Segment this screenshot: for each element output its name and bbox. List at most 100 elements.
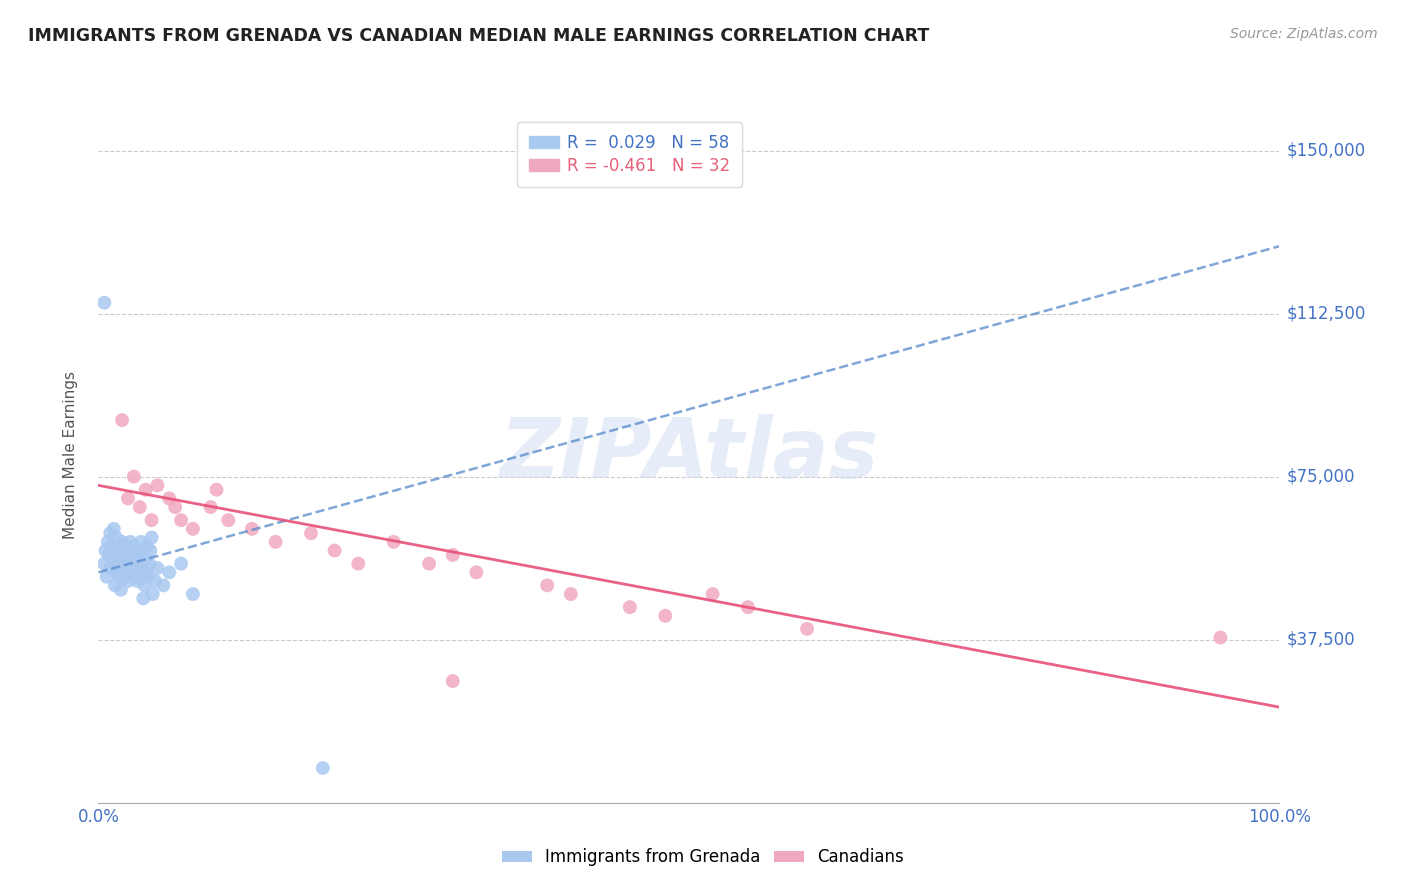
Point (122, 469, 145, 483)
Point (112, 570, 135, 584)
Text: $75,000: $75,000 (1286, 467, 1355, 485)
Point (146, 561, 169, 575)
Point (146, 478, 169, 492)
Point (97, 535, 120, 549)
Point (129, 535, 152, 549)
Point (105, 566, 128, 580)
Point (141, 513, 163, 527)
Point (103, 522, 125, 536)
Point (114, 557, 136, 571)
Point (143, 574, 166, 588)
Point (101, 552, 124, 566)
Text: $150,000: $150,000 (1286, 142, 1365, 160)
Point (465, 566, 488, 580)
Point (152, 578, 174, 592)
Point (142, 587, 165, 601)
Point (418, 557, 440, 571)
Point (112, 552, 135, 566)
Point (120, 535, 142, 549)
Point (121, 552, 143, 566)
Point (134, 578, 156, 592)
Point (240, 522, 263, 536)
Point (98, 561, 121, 575)
Point (170, 557, 193, 571)
Point (93, 295, 115, 310)
Point (138, 557, 160, 571)
Point (619, 600, 641, 615)
Point (347, 557, 370, 571)
Point (122, 570, 145, 584)
Point (127, 574, 149, 588)
Point (112, 539, 135, 553)
Point (117, 561, 139, 575)
Y-axis label: Median Male Earnings: Median Male Earnings (63, 371, 77, 539)
Point (98, 526, 121, 541)
Text: ZIPAtlas: ZIPAtlas (499, 415, 879, 495)
Point (135, 552, 157, 566)
Text: IMMIGRANTS FROM GRENADA VS CANADIAN MEDIAN MALE EARNINGS CORRELATION CHART: IMMIGRANTS FROM GRENADA VS CANADIAN MEDI… (28, 27, 929, 45)
Point (96, 570, 118, 584)
Point (382, 535, 405, 549)
Point (737, 600, 759, 615)
Point (264, 535, 287, 549)
Point (135, 483, 157, 497)
Point (796, 622, 818, 636)
Point (205, 483, 228, 497)
Text: $37,500: $37,500 (1286, 631, 1355, 648)
Point (441, 674, 464, 689)
Text: $112,500: $112,500 (1286, 304, 1365, 323)
Point (117, 574, 139, 588)
Point (117, 491, 139, 506)
Point (323, 543, 346, 558)
Point (105, 543, 128, 558)
Point (200, 500, 222, 514)
Point (110, 582, 132, 597)
Point (312, 761, 335, 775)
Point (111, 413, 134, 427)
Point (105, 531, 128, 545)
Legend: Immigrants from Grenada, Canadians: Immigrants from Grenada, Canadians (494, 840, 912, 875)
Point (121, 566, 143, 580)
Point (141, 531, 163, 545)
Point (98, 548, 121, 562)
Point (107, 557, 129, 571)
Point (217, 513, 239, 527)
Point (441, 548, 464, 562)
Point (125, 543, 148, 558)
Point (124, 557, 146, 571)
Point (118, 548, 141, 562)
Point (136, 570, 159, 584)
Point (157, 491, 180, 506)
Point (560, 587, 582, 601)
Point (115, 543, 138, 558)
Point (702, 587, 724, 601)
Point (181, 522, 204, 536)
Point (128, 548, 150, 562)
Point (108, 570, 131, 584)
Point (93, 557, 115, 571)
Point (128, 561, 150, 575)
Point (139, 543, 162, 558)
Point (654, 608, 676, 623)
Point (157, 566, 180, 580)
Point (170, 513, 193, 527)
Point (111, 548, 134, 562)
Point (135, 539, 157, 553)
Point (104, 578, 127, 592)
Point (181, 587, 204, 601)
Point (299, 526, 322, 541)
Point (111, 535, 134, 549)
Point (536, 578, 558, 592)
Point (132, 591, 155, 606)
Point (94, 543, 117, 558)
Point (111, 566, 134, 580)
Point (165, 500, 187, 514)
Text: Source: ZipAtlas.com: Source: ZipAtlas.com (1230, 27, 1378, 41)
Point (135, 566, 157, 580)
Point (131, 566, 153, 580)
Legend: R =  0.029   N = 58, R = -0.461   N = 32: R = 0.029 N = 58, R = -0.461 N = 32 (517, 122, 742, 186)
Point (128, 500, 150, 514)
Point (122, 539, 145, 553)
Point (1209, 631, 1232, 645)
Point (100, 539, 122, 553)
